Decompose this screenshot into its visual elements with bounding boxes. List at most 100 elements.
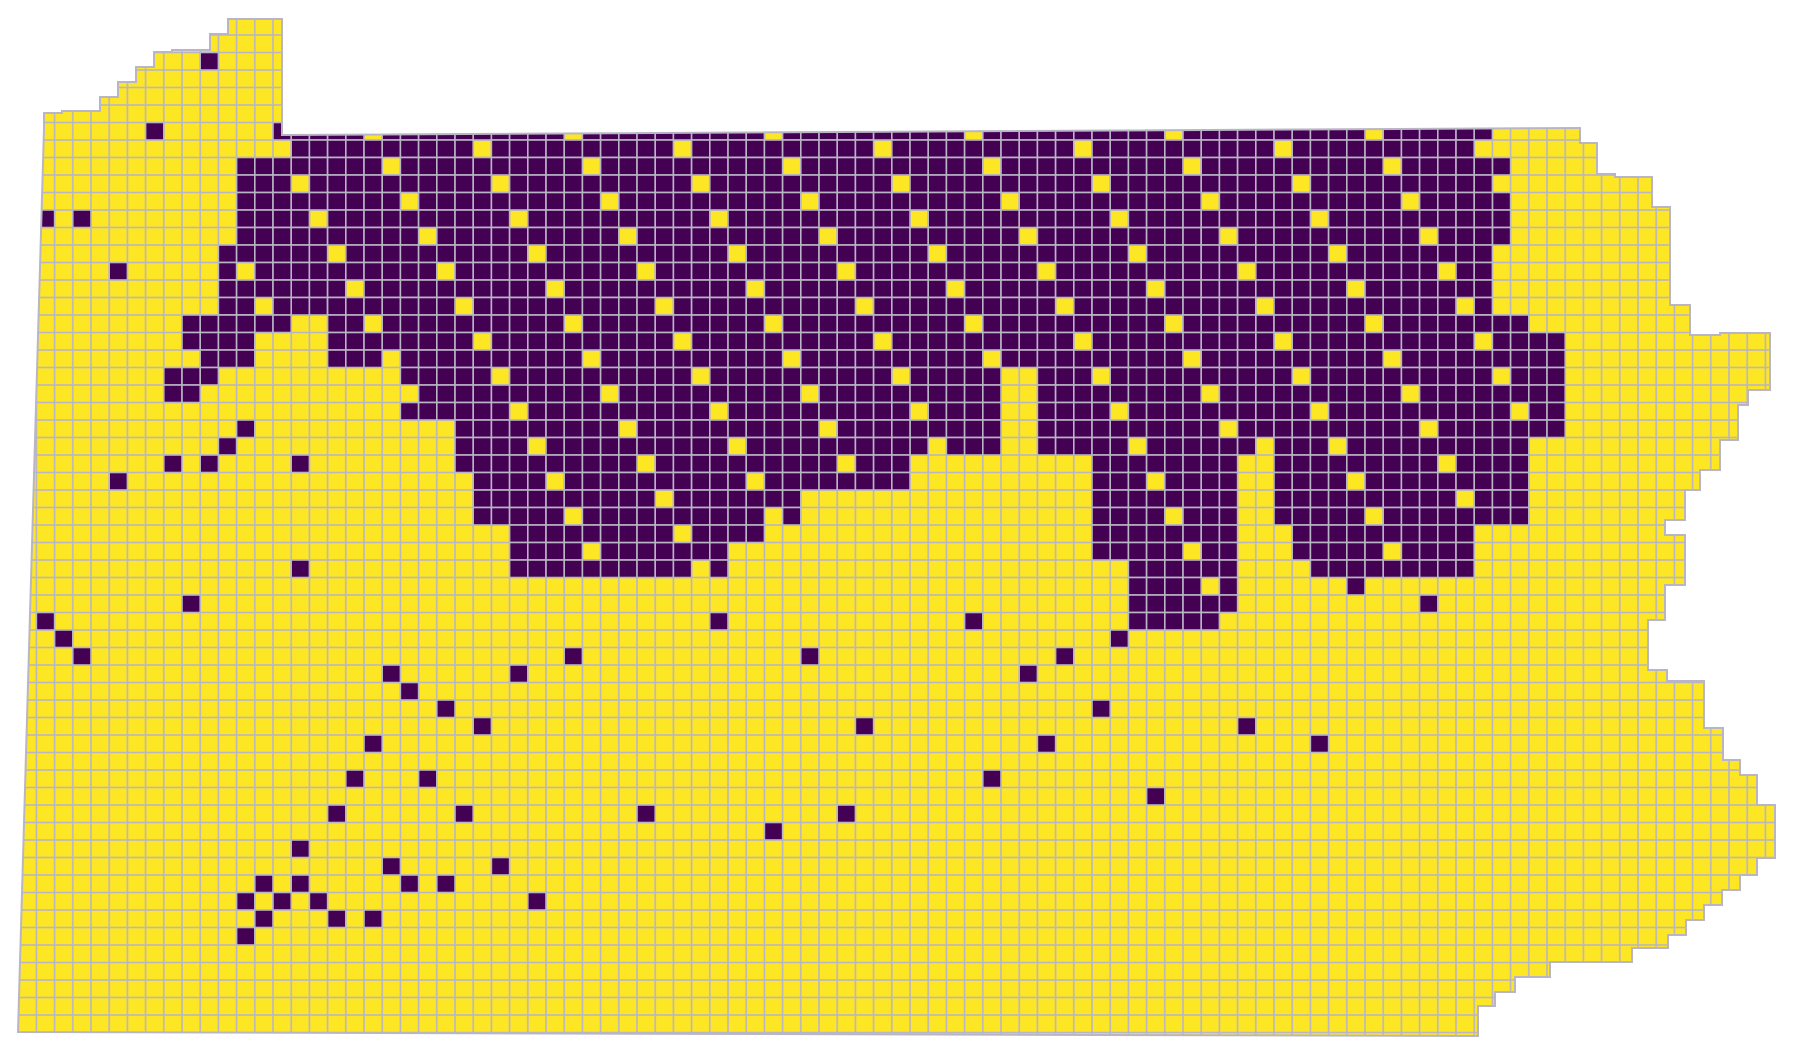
high-value-cell — [490, 244, 511, 264]
high-value-cell — [563, 244, 584, 264]
high-value-cell — [890, 279, 911, 299]
high-value-cell — [454, 174, 475, 194]
high-value-cell — [581, 121, 602, 141]
high-value-cell — [1109, 629, 1130, 649]
high-value-cell — [1418, 489, 1439, 509]
high-value-cell — [1218, 366, 1239, 386]
high-value-cell — [890, 209, 911, 229]
high-value-cell — [1164, 419, 1184, 439]
high-value-cell — [690, 489, 711, 509]
high-value-cell — [872, 384, 893, 404]
high-value-cell — [490, 419, 511, 439]
high-value-cell — [727, 489, 748, 509]
high-value-cell — [981, 226, 1002, 246]
high-value-cell — [581, 279, 602, 299]
high-value-cell — [1309, 489, 1330, 509]
high-value-cell — [818, 191, 839, 211]
high-value-cell — [636, 401, 657, 421]
high-value-cell — [799, 226, 820, 246]
high-value-cell — [1145, 436, 1166, 456]
high-value-cell — [454, 261, 475, 281]
high-value-cell — [290, 839, 311, 859]
high-value-cell — [745, 261, 766, 281]
high-value-cell — [1364, 209, 1385, 229]
high-value-cell — [581, 261, 602, 281]
high-value-cell — [890, 296, 911, 316]
high-value-cell — [163, 454, 183, 474]
high-value-cell — [763, 209, 784, 229]
high-value-cell — [1036, 314, 1057, 334]
high-value-cell — [636, 419, 657, 439]
high-value-cell — [1273, 261, 1294, 281]
high-value-cell — [363, 174, 384, 194]
high-value-cell — [872, 401, 893, 421]
high-value-cell — [326, 209, 347, 229]
high-value-cell — [599, 226, 620, 246]
high-value-cell — [690, 419, 711, 439]
high-value-cell — [326, 261, 347, 281]
high-value-cell — [872, 419, 893, 439]
high-value-cell — [472, 506, 493, 526]
high-value-cell — [1018, 331, 1039, 351]
high-value-cell — [344, 174, 365, 194]
high-value-cell — [563, 209, 584, 229]
high-value-cell — [1164, 349, 1184, 369]
high-value-cell — [290, 261, 311, 281]
high-value-cell — [1382, 506, 1403, 526]
high-value-cell — [454, 279, 475, 299]
high-value-cell — [945, 139, 966, 159]
high-value-cell — [526, 559, 547, 579]
high-value-cell — [1127, 611, 1148, 631]
high-value-cell — [1164, 366, 1184, 386]
high-value-cell — [1091, 436, 1112, 456]
high-value-cell — [945, 384, 966, 404]
high-value-cell — [490, 279, 511, 299]
high-value-cell — [727, 156, 748, 176]
high-value-cell — [1291, 349, 1312, 369]
high-value-cell — [945, 436, 966, 456]
high-value-cell — [945, 226, 966, 246]
high-value-cell — [1418, 314, 1439, 334]
high-value-cell — [1200, 419, 1221, 439]
high-value-cell — [1236, 139, 1257, 159]
high-value-cell — [1273, 296, 1294, 316]
high-value-cell — [1491, 191, 1512, 211]
high-value-cell — [672, 454, 693, 474]
high-value-cell — [1291, 244, 1312, 264]
high-value-cell — [1236, 296, 1257, 316]
high-value-cell — [1455, 366, 1476, 386]
high-value-cell — [581, 436, 602, 456]
high-value-cell — [1145, 349, 1166, 369]
high-value-cell — [1509, 506, 1530, 526]
high-value-cell — [708, 121, 729, 141]
high-value-cell — [872, 349, 893, 369]
high-value-cell — [1327, 139, 1348, 159]
high-value-cell — [1455, 524, 1476, 544]
high-value-cell — [1200, 594, 1221, 614]
high-value-cell — [781, 384, 802, 404]
high-value-cell — [854, 384, 875, 404]
high-value-cell — [1455, 244, 1476, 264]
high-value-cell — [1273, 191, 1294, 211]
high-value-cell — [526, 121, 547, 141]
high-value-cell — [654, 209, 675, 229]
high-value-cell — [1473, 191, 1494, 211]
high-value-cell — [272, 279, 293, 299]
high-value-cell — [1218, 436, 1239, 456]
high-value-cell — [545, 314, 566, 334]
high-value-cell — [1473, 401, 1494, 421]
high-value-cell — [399, 244, 420, 264]
high-value-cell — [545, 524, 566, 544]
high-value-cell — [708, 454, 729, 474]
high-value-cell — [1491, 471, 1512, 491]
high-value-cell — [1455, 191, 1476, 211]
high-value-cell — [454, 349, 475, 369]
high-value-cell — [1218, 244, 1239, 264]
high-value-cell — [581, 331, 602, 351]
high-value-cell — [890, 139, 911, 159]
high-value-cell — [1127, 419, 1148, 439]
high-value-cell — [1000, 279, 1021, 299]
high-value-cell — [672, 489, 693, 509]
high-value-cell — [1127, 279, 1148, 299]
high-value-cell — [781, 331, 802, 351]
